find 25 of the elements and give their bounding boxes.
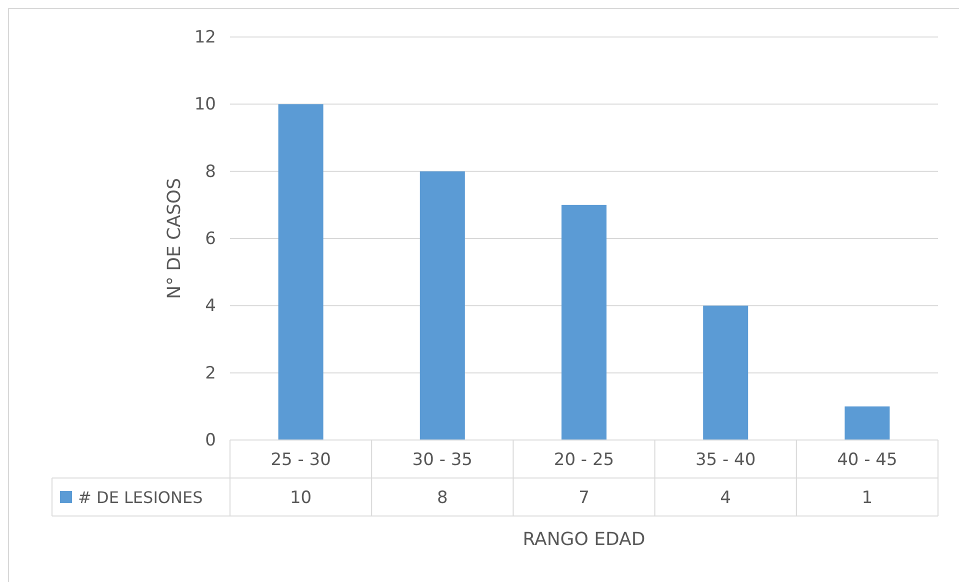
bar [844, 406, 890, 440]
legend-label: # DE LESIONES [78, 488, 203, 507]
bar [278, 104, 324, 440]
y-tick-label: 8 [205, 162, 216, 182]
bar [562, 204, 606, 440]
x-tick-label: 35 - 40 [695, 450, 756, 470]
x-axis-title: RANGO EDAD [522, 529, 646, 550]
x-tick-label: 30 - 35 [412, 450, 473, 470]
bar [703, 306, 748, 440]
x-tick-label: 40 - 45 [837, 450, 898, 470]
y-axis-title: N° DE CASOS [164, 178, 185, 300]
y-tick-label: 0 [205, 430, 216, 450]
y-tick-label: 10 [194, 94, 216, 115]
data-label: 4 [720, 488, 732, 508]
data-label: 8 [436, 488, 448, 508]
y-tick-label: 2 [205, 363, 216, 384]
x-tick-label: 25 - 30 [270, 450, 331, 470]
y-tick-label: 12 [194, 27, 216, 48]
y-tick-label: 4 [205, 296, 216, 316]
data-label: 7 [578, 488, 590, 508]
x-tick-label: 20 - 25 [554, 450, 614, 470]
bar [420, 171, 465, 440]
data-label: 10 [290, 488, 312, 508]
data-label: 1 [862, 488, 873, 508]
y-tick-label: 6 [205, 228, 216, 249]
